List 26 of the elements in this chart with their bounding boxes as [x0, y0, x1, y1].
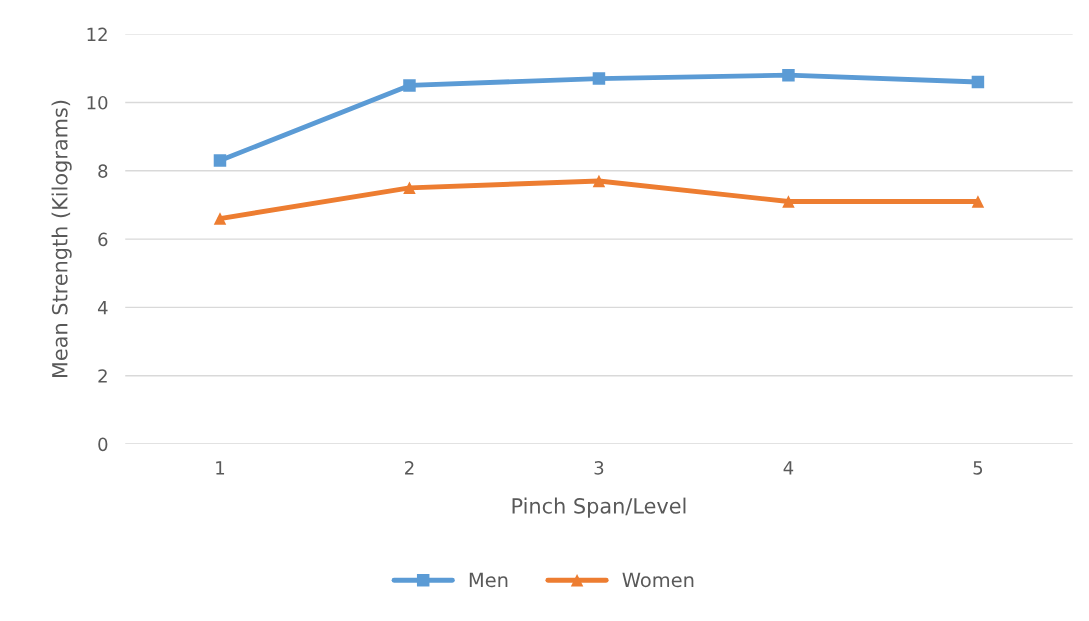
- point: [403, 79, 416, 92]
- x-tick-label: 4: [783, 461, 794, 475]
- y-tick-label: 6: [98, 232, 108, 247]
- y-tick-label: 2: [98, 369, 107, 383]
- point: [592, 174, 606, 188]
- legend-label: Women: [622, 572, 694, 588]
- point: [971, 75, 985, 89]
- y-tick-label: 10: [87, 95, 108, 110]
- y-tick-label: 12: [87, 27, 107, 42]
- point: [782, 68, 795, 82]
- legend-label: Men: [469, 572, 508, 588]
- x-axis-title: Pinch Span/Level: [512, 497, 686, 518]
- x-tick-label: 2: [405, 461, 414, 475]
- y-tick-label: 4: [97, 301, 108, 315]
- y-tick-label: 0: [98, 437, 108, 452]
- point: [592, 72, 606, 85]
- x-tick-label: 5: [973, 461, 983, 475]
- x-tick-label: 1: [216, 461, 225, 475]
- point: [213, 212, 227, 225]
- point: [971, 195, 985, 208]
- point: [403, 181, 416, 195]
- y-axis-title: Mean Strength (Kilograms): [51, 100, 72, 378]
- point: [213, 154, 227, 167]
- x-tick-label: 3: [594, 461, 604, 475]
- point: [782, 195, 795, 208]
- y-tick-label: 8: [98, 164, 108, 178]
